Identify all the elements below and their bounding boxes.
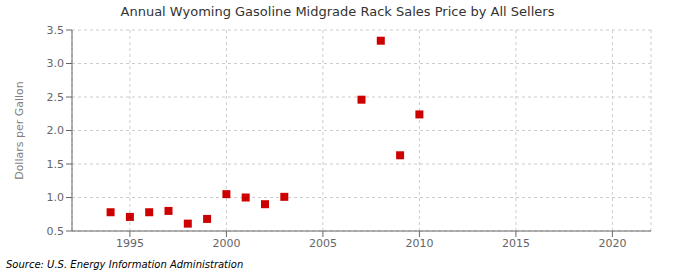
svg-text:1.5: 1.5 xyxy=(47,158,65,171)
svg-text:Dollars per Gallon: Dollars per Gallon xyxy=(13,81,26,180)
svg-text:2005: 2005 xyxy=(309,237,337,250)
svg-text:2010: 2010 xyxy=(405,237,433,250)
svg-text:2015: 2015 xyxy=(502,237,530,250)
svg-text:2.0: 2.0 xyxy=(47,124,65,137)
svg-text:3.0: 3.0 xyxy=(47,57,65,70)
svg-text:1.0: 1.0 xyxy=(47,191,65,204)
svg-text:2000: 2000 xyxy=(212,237,240,250)
html-text:Source: U.S. Energy Informatio: Source: U.S. Energy Information Administ… xyxy=(6,259,244,270)
svg-text:0.5: 0.5 xyxy=(47,225,65,238)
svg-text:2020: 2020 xyxy=(598,237,626,250)
svg-text:1995: 1995 xyxy=(116,237,144,250)
svg-text:2.5: 2.5 xyxy=(47,91,65,104)
svg-text:3.5: 3.5 xyxy=(47,24,65,37)
html-text:Annual Wyoming Gasoline Midgra: Annual Wyoming Gasoline Midgrade Rack Sa… xyxy=(120,4,555,19)
